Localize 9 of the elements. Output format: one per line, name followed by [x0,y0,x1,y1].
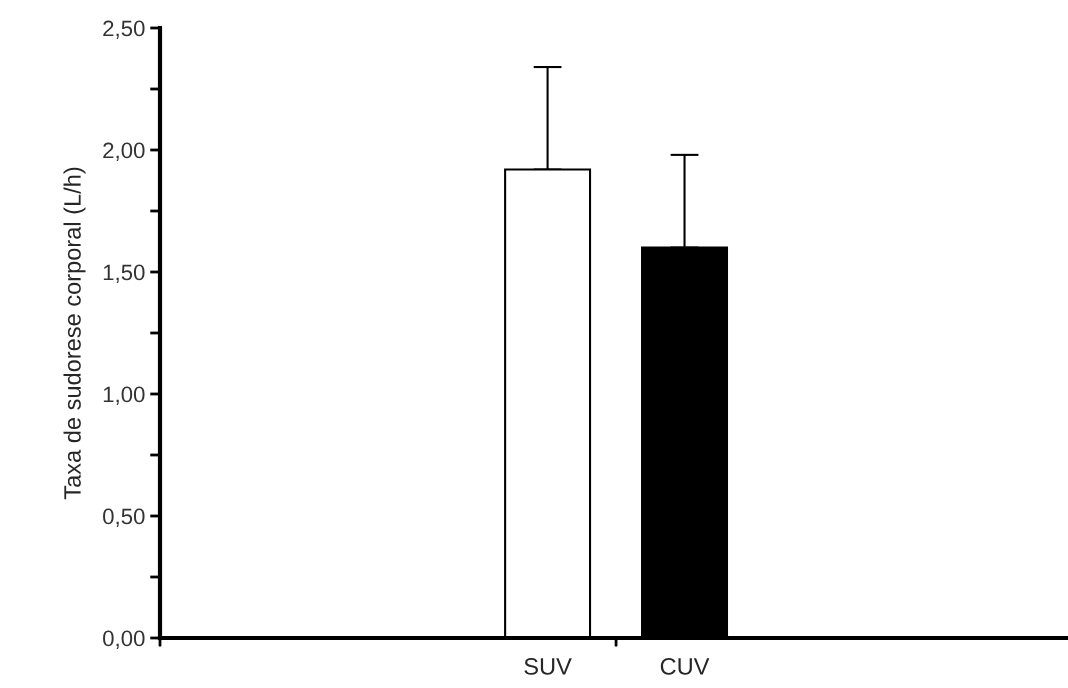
y-tick-label: 1,00 [103,386,145,405]
y-tick-label: 2,50 [103,20,145,39]
y-tick-label: 1,50 [103,264,145,283]
y-tick-label: 0,00 [103,630,145,649]
x-tick-label: CUV [660,658,710,675]
y-tick-label: 2,00 [103,142,145,161]
y-axis-title: Taxa de sudorese corporal (L/h) [63,167,86,500]
y-tick-label: 0,50 [103,508,145,527]
x-tick-label: SUV [524,658,572,675]
